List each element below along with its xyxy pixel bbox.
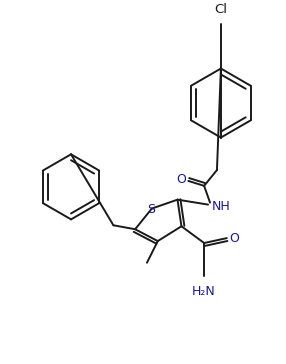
- Text: Cl: Cl: [214, 3, 227, 16]
- Text: O: O: [176, 173, 186, 186]
- Text: S: S: [147, 203, 155, 216]
- Text: O: O: [229, 232, 239, 245]
- Text: H₂N: H₂N: [192, 285, 216, 298]
- Text: NH: NH: [212, 200, 231, 213]
